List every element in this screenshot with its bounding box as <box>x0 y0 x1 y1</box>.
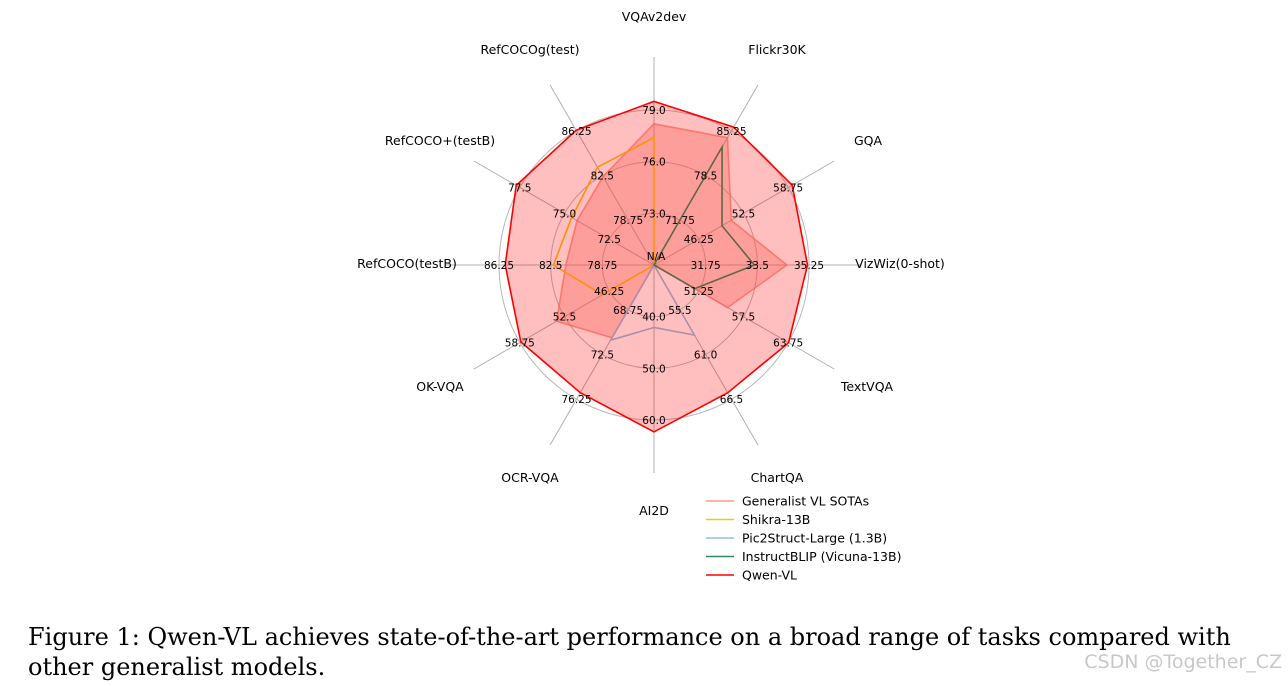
tick-label: 75.0 <box>553 208 576 220</box>
tick-label: 55.5 <box>668 305 691 317</box>
tick-label: 60.0 <box>642 415 665 427</box>
legend-label: Qwen-VL <box>742 568 797 583</box>
tick-label: 72.5 <box>591 350 614 362</box>
tick-label: 66.5 <box>720 394 743 406</box>
tick-label: 79.0 <box>642 105 665 117</box>
tick-label: 57.5 <box>732 312 755 324</box>
axis-title: OK-VQA <box>416 379 464 394</box>
tick-label: 72.5 <box>598 234 621 246</box>
series-qwen-vl <box>504 100 809 433</box>
legend-label: Shikra-13B <box>742 512 810 527</box>
spoke-10 <box>473 160 655 266</box>
spoke-11 <box>549 84 655 266</box>
tick-label: 73.0 <box>642 208 665 220</box>
axis-title: ChartQA <box>751 470 804 485</box>
legend-label: Generalist VL SOTAs <box>742 494 869 509</box>
axis-title: OCR-VQA <box>501 470 559 485</box>
tick-label: 61.0 <box>694 350 717 362</box>
tick-label: 68.75 <box>613 305 643 317</box>
tick-label: 52.5 <box>553 312 576 324</box>
tick-label: 78.75 <box>613 215 643 227</box>
tick-labels: 73.0 76.0 79.0 71.75 78.5 85.25 46.25 52.5 58.75… <box>484 105 824 427</box>
tick-label: 31.75 <box>691 260 721 272</box>
tick-label: 71.75 <box>665 215 695 227</box>
figure-caption: Figure 1: Qwen-VL achieves state-of-the-… <box>28 623 1231 681</box>
tick-label: 58.75 <box>773 183 803 195</box>
tick-label: 33.5 <box>746 260 769 272</box>
series-instructblip-vicuna-13b- <box>652 144 756 290</box>
tick-label: 82.5 <box>591 171 614 183</box>
tick-label: 58.75 <box>505 338 535 350</box>
axis-title: RefCOCO+(testB) <box>385 133 495 148</box>
tick-label: 52.5 <box>732 208 755 220</box>
axis-title: Flickr30K <box>748 42 806 57</box>
series-pic2struct-large-1-3b- <box>608 263 696 342</box>
tick-label: 85.25 <box>716 126 746 138</box>
tick-label: 82.5 <box>539 260 562 272</box>
tick-label: 51.25 <box>684 286 714 298</box>
axis-title: RefCOCOg(test) <box>480 42 579 57</box>
axis-title: AI2D <box>639 503 669 518</box>
tick-label: 46.25 <box>684 234 714 246</box>
tick-label: 86.25 <box>561 126 591 138</box>
spoke-2 <box>653 160 835 266</box>
legend-label: InstructBLIP (Vicuna-13B) <box>742 549 901 564</box>
series-layer <box>504 100 809 433</box>
tick-label: 86.25 <box>484 260 514 272</box>
center-label: N/A <box>647 251 666 263</box>
tick-label: 63.75 <box>773 338 803 350</box>
legend: Generalist VL SOTAs Shikra-13B Pic2Struct-… <box>706 494 901 583</box>
axis-title: VQAv2dev <box>622 9 687 24</box>
tick-label: 40.0 <box>642 312 665 324</box>
axis-title: RefCOCO(testB) <box>357 256 457 271</box>
watermark: CSDN @Together_CZ <box>1084 651 1282 673</box>
axis-title: TextVQA <box>840 379 894 394</box>
radar-chart: 73.0 76.0 79.0 71.75 78.5 85.25 46.25 52.5 58.75… <box>357 9 945 583</box>
axis-title: VizWiz(0-shot) <box>855 256 945 271</box>
tick-label: 77.5 <box>508 183 531 195</box>
legend-label: Pic2Struct-Large (1.3B) <box>742 531 887 546</box>
tick-label: 76.25 <box>561 394 591 406</box>
tick-label: 78.5 <box>694 171 717 183</box>
tick-label: 46.25 <box>594 286 624 298</box>
tick-label: 76.0 <box>642 157 665 169</box>
tick-label: 35.25 <box>794 260 824 272</box>
axis-title: GQA <box>854 133 883 148</box>
tick-label: 50.0 <box>642 363 665 375</box>
tick-label: 78.75 <box>587 260 617 272</box>
